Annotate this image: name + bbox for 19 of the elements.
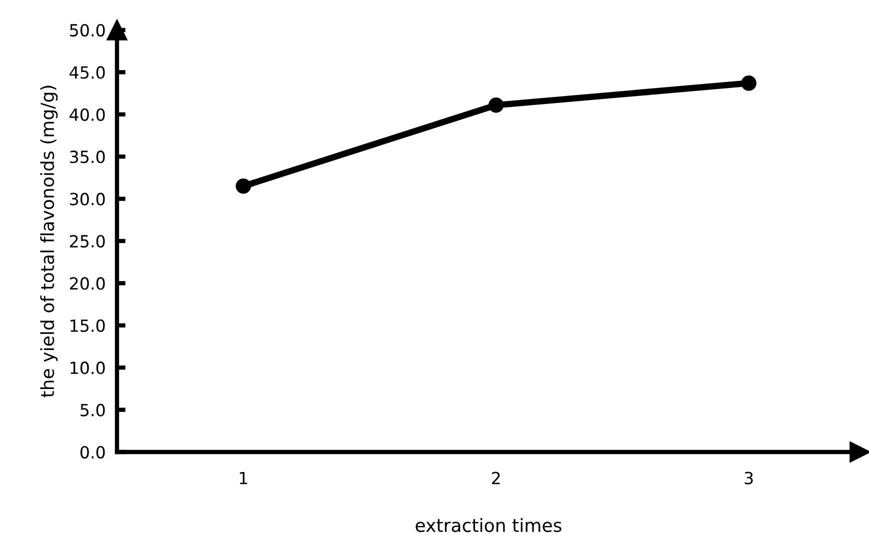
y-tick-label: 30.0 [70,192,105,206]
y-axis-title: the yield of total flavonoids (mg/g) [40,86,58,398]
y-tick-label: 5.0 [80,404,105,416]
y-tick-label: 35.0 [70,150,105,164]
x-tick-label: 1 [240,472,248,484]
y-tick-label: 0.0 [80,446,105,459]
y-tick-label: 25.0 [70,234,105,248]
y-tick-label: 20.0 [70,277,105,290]
y-tick-label: 10.0 [70,362,105,374]
y-tick-label: 40.0 [70,108,105,121]
y-tick-label: 45.0 [70,66,105,79]
x-tick-label: 2 [492,472,500,484]
point [236,178,251,194]
x-tick-label: 3 [744,472,753,484]
point [741,76,756,91]
y-tick-label: 15.0 [70,319,105,332]
y-tick-label: 50.0 [70,24,105,37]
point [488,97,504,113]
x-axis-title: extraction times [416,518,562,532]
